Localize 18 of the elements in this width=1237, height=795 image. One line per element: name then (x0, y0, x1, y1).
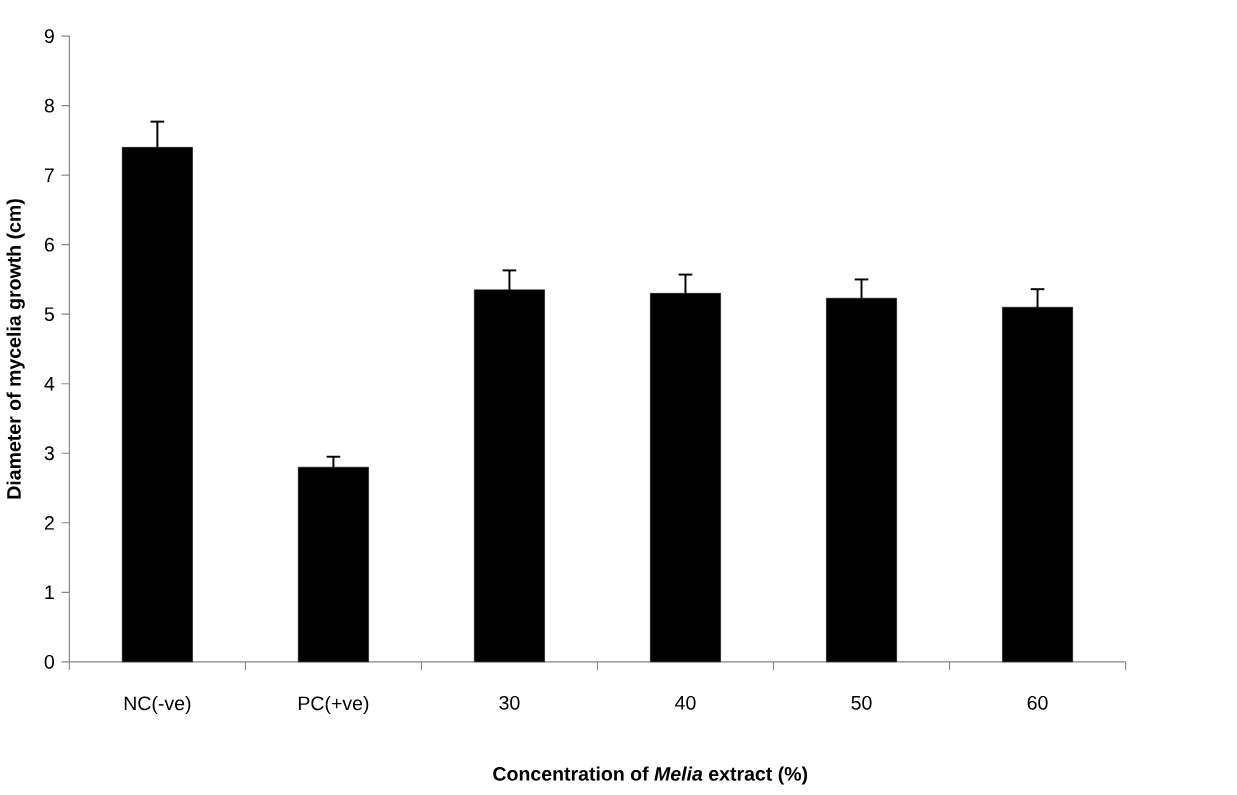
x-tick-label: 30 (499, 696, 520, 710)
y-tick-label: 9 (44, 29, 54, 44)
y-axis-title: Diameter of mycelia growth (cm) (6, 199, 25, 499)
y-tick-label: 2 (44, 516, 54, 530)
x-tick-label: NC(-ve) (124, 696, 191, 715)
y-tick-label: 6 (44, 237, 54, 252)
x-tick-label: PC(+ve) (298, 696, 369, 715)
y-tick-label: 4 (44, 377, 55, 391)
x-tick-label: 60 (1027, 696, 1048, 710)
y-tick-label: 0 (44, 655, 55, 669)
y-tick-label: 3 (44, 446, 54, 461)
x-tick-label: 50 (851, 696, 872, 710)
text: Concentration of Melia extract (%) (493, 766, 808, 785)
y-tick-label: 7 (44, 168, 54, 183)
y-tick-label: 8 (44, 98, 54, 113)
y-tick-label: 5 (44, 307, 54, 322)
x-tick-label: 40 (675, 696, 696, 710)
y-tick-label: 1 (45, 585, 54, 600)
